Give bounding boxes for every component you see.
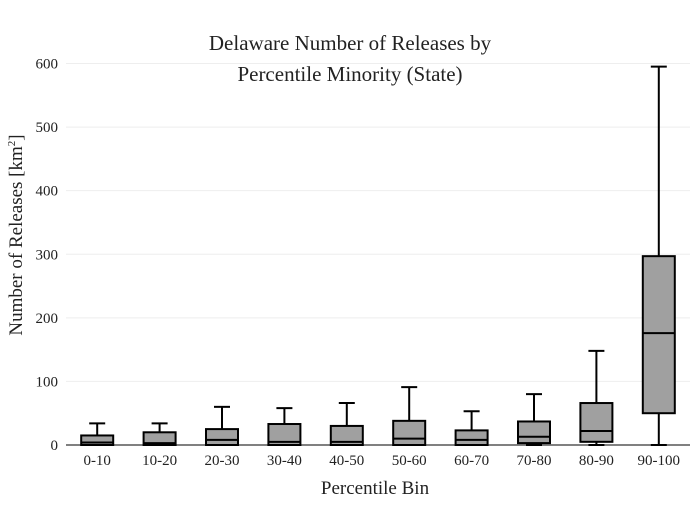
y-tick-label: 300 [36, 247, 59, 263]
y-axis-title-superscript: 2 [6, 141, 18, 147]
x-tick-label: 80-90 [579, 453, 614, 469]
x-tick-label: 20-30 [205, 453, 240, 469]
x-tick-label: 10-20 [142, 453, 177, 469]
box-60-70 [454, 410, 489, 446]
box-40-50 [329, 402, 364, 446]
y-tick-label: 400 [36, 184, 59, 200]
x-tick-labels: 0-10 10-20 20-30 30-40 40-50 50-60 60-70 70-80 8… [83, 453, 680, 469]
box-30-40 [267, 407, 302, 446]
y-axis-title-text: Number of Releases [km [6, 146, 27, 336]
box-iqr [579, 402, 614, 443]
box-10-20 [142, 422, 177, 446]
y-tick-label: 0 [51, 438, 59, 454]
box-iqr [205, 428, 239, 446]
x-axis-title: Percentile Bin [321, 478, 430, 499]
box-0-10 [80, 422, 115, 446]
x-tick-label: 0-10 [83, 453, 111, 469]
y-tick-label: 100 [36, 374, 59, 390]
y-axis-title: Number of Releases [km2] [6, 134, 27, 335]
x-tick-label: 40-50 [329, 453, 364, 469]
x-tick-label: 50-60 [392, 453, 427, 469]
box-iqr [641, 255, 676, 415]
y-tick-label: 500 [36, 120, 59, 136]
x-tick-label: 90-100 [638, 453, 681, 469]
box-80-90 [579, 349, 614, 446]
box-50-60 [392, 386, 427, 447]
x-tick-label: 30-40 [267, 453, 302, 469]
chart-title-line-2: Percentile Minority (State) [237, 62, 462, 86]
grid-lines [66, 63, 690, 382]
box-90-100 [641, 65, 676, 446]
box-iqr [517, 420, 551, 445]
box-20-30 [205, 405, 239, 446]
y-tick-label: 200 [36, 311, 59, 327]
y-axis-title-close: ] [6, 134, 27, 140]
x-tick-label: 70-80 [517, 453, 552, 469]
y-tick-labels: 0 100 200 300 400 500 600 [36, 57, 59, 455]
y-tick-label: 600 [36, 57, 59, 73]
x-tick-label: 60-70 [454, 453, 489, 469]
box-70-80 [517, 393, 551, 446]
box-iqr [80, 434, 115, 446]
boxes [80, 65, 676, 447]
box-iqr [454, 429, 489, 446]
chart-title-line-1: Delaware Number of Releases by [209, 31, 492, 55]
box-iqr [392, 419, 427, 447]
